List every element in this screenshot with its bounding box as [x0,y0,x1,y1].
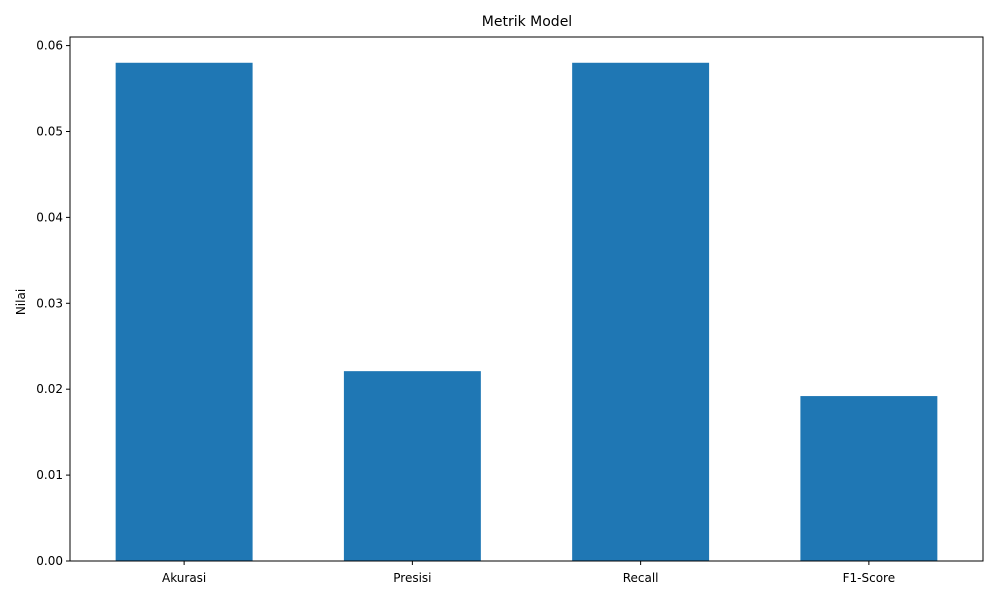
y-tick-label: 0.03 [36,296,63,310]
y-axis-label: Nilai [14,289,28,315]
bars-group [115,62,938,561]
y-tick-label: 0.01 [36,468,63,482]
y-tick-label: 0.04 [36,210,63,224]
y-tick-label: 0.00 [36,554,63,568]
x-axis-ticks: Akurasi Presisi Recall F1-Score [162,561,895,585]
x-tick-label: Recall [623,571,659,585]
y-tick-label: 0.02 [36,382,63,396]
bar-recall [572,62,710,561]
x-tick-label: Akurasi [162,571,206,585]
x-tick-label: F1-Score [843,571,895,585]
bar-f1-score [800,396,938,561]
bar-presisi [343,371,481,561]
y-tick-label: 0.05 [36,124,63,138]
x-tick-label: Presisi [393,571,431,585]
y-axis-ticks: 0.00 0.01 0.02 0.03 0.04 0.05 0.06 [36,39,70,568]
bar-akurasi [115,62,253,561]
plot-frame [69,36,984,562]
chart-title: Metrik Model [482,14,572,30]
y-tick-label: 0.06 [36,39,63,53]
